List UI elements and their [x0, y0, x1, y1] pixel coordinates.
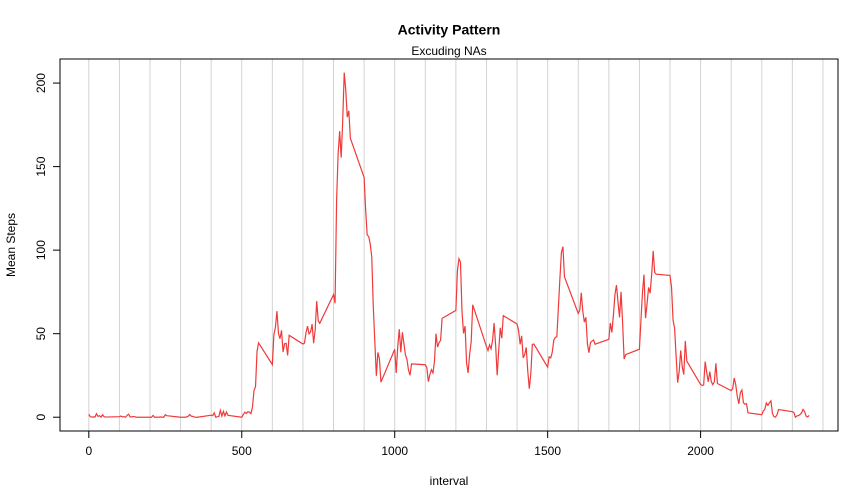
- data-line: [88, 72, 810, 419]
- x-tick-label: 500: [232, 444, 252, 458]
- y-tick-label: 50: [34, 327, 48, 341]
- chart-subtitle: Excuding NAs: [411, 44, 486, 58]
- x-tick-label: 0: [85, 444, 92, 458]
- y-tick-label: 150: [34, 156, 48, 176]
- x-tick-label: 2000: [687, 444, 714, 458]
- plot-frame: [59, 58, 839, 432]
- x-axis-label: interval: [430, 474, 469, 488]
- x-tick-label: 1000: [381, 444, 408, 458]
- chart-title: Activity Pattern: [398, 22, 501, 38]
- y-tick-label: 200: [34, 73, 48, 93]
- y-tick-label: 0: [34, 414, 48, 421]
- y-axis-label: Mean Steps: [4, 213, 18, 277]
- y-tick-label: 100: [34, 240, 48, 260]
- x-tick-label: 1500: [534, 444, 561, 458]
